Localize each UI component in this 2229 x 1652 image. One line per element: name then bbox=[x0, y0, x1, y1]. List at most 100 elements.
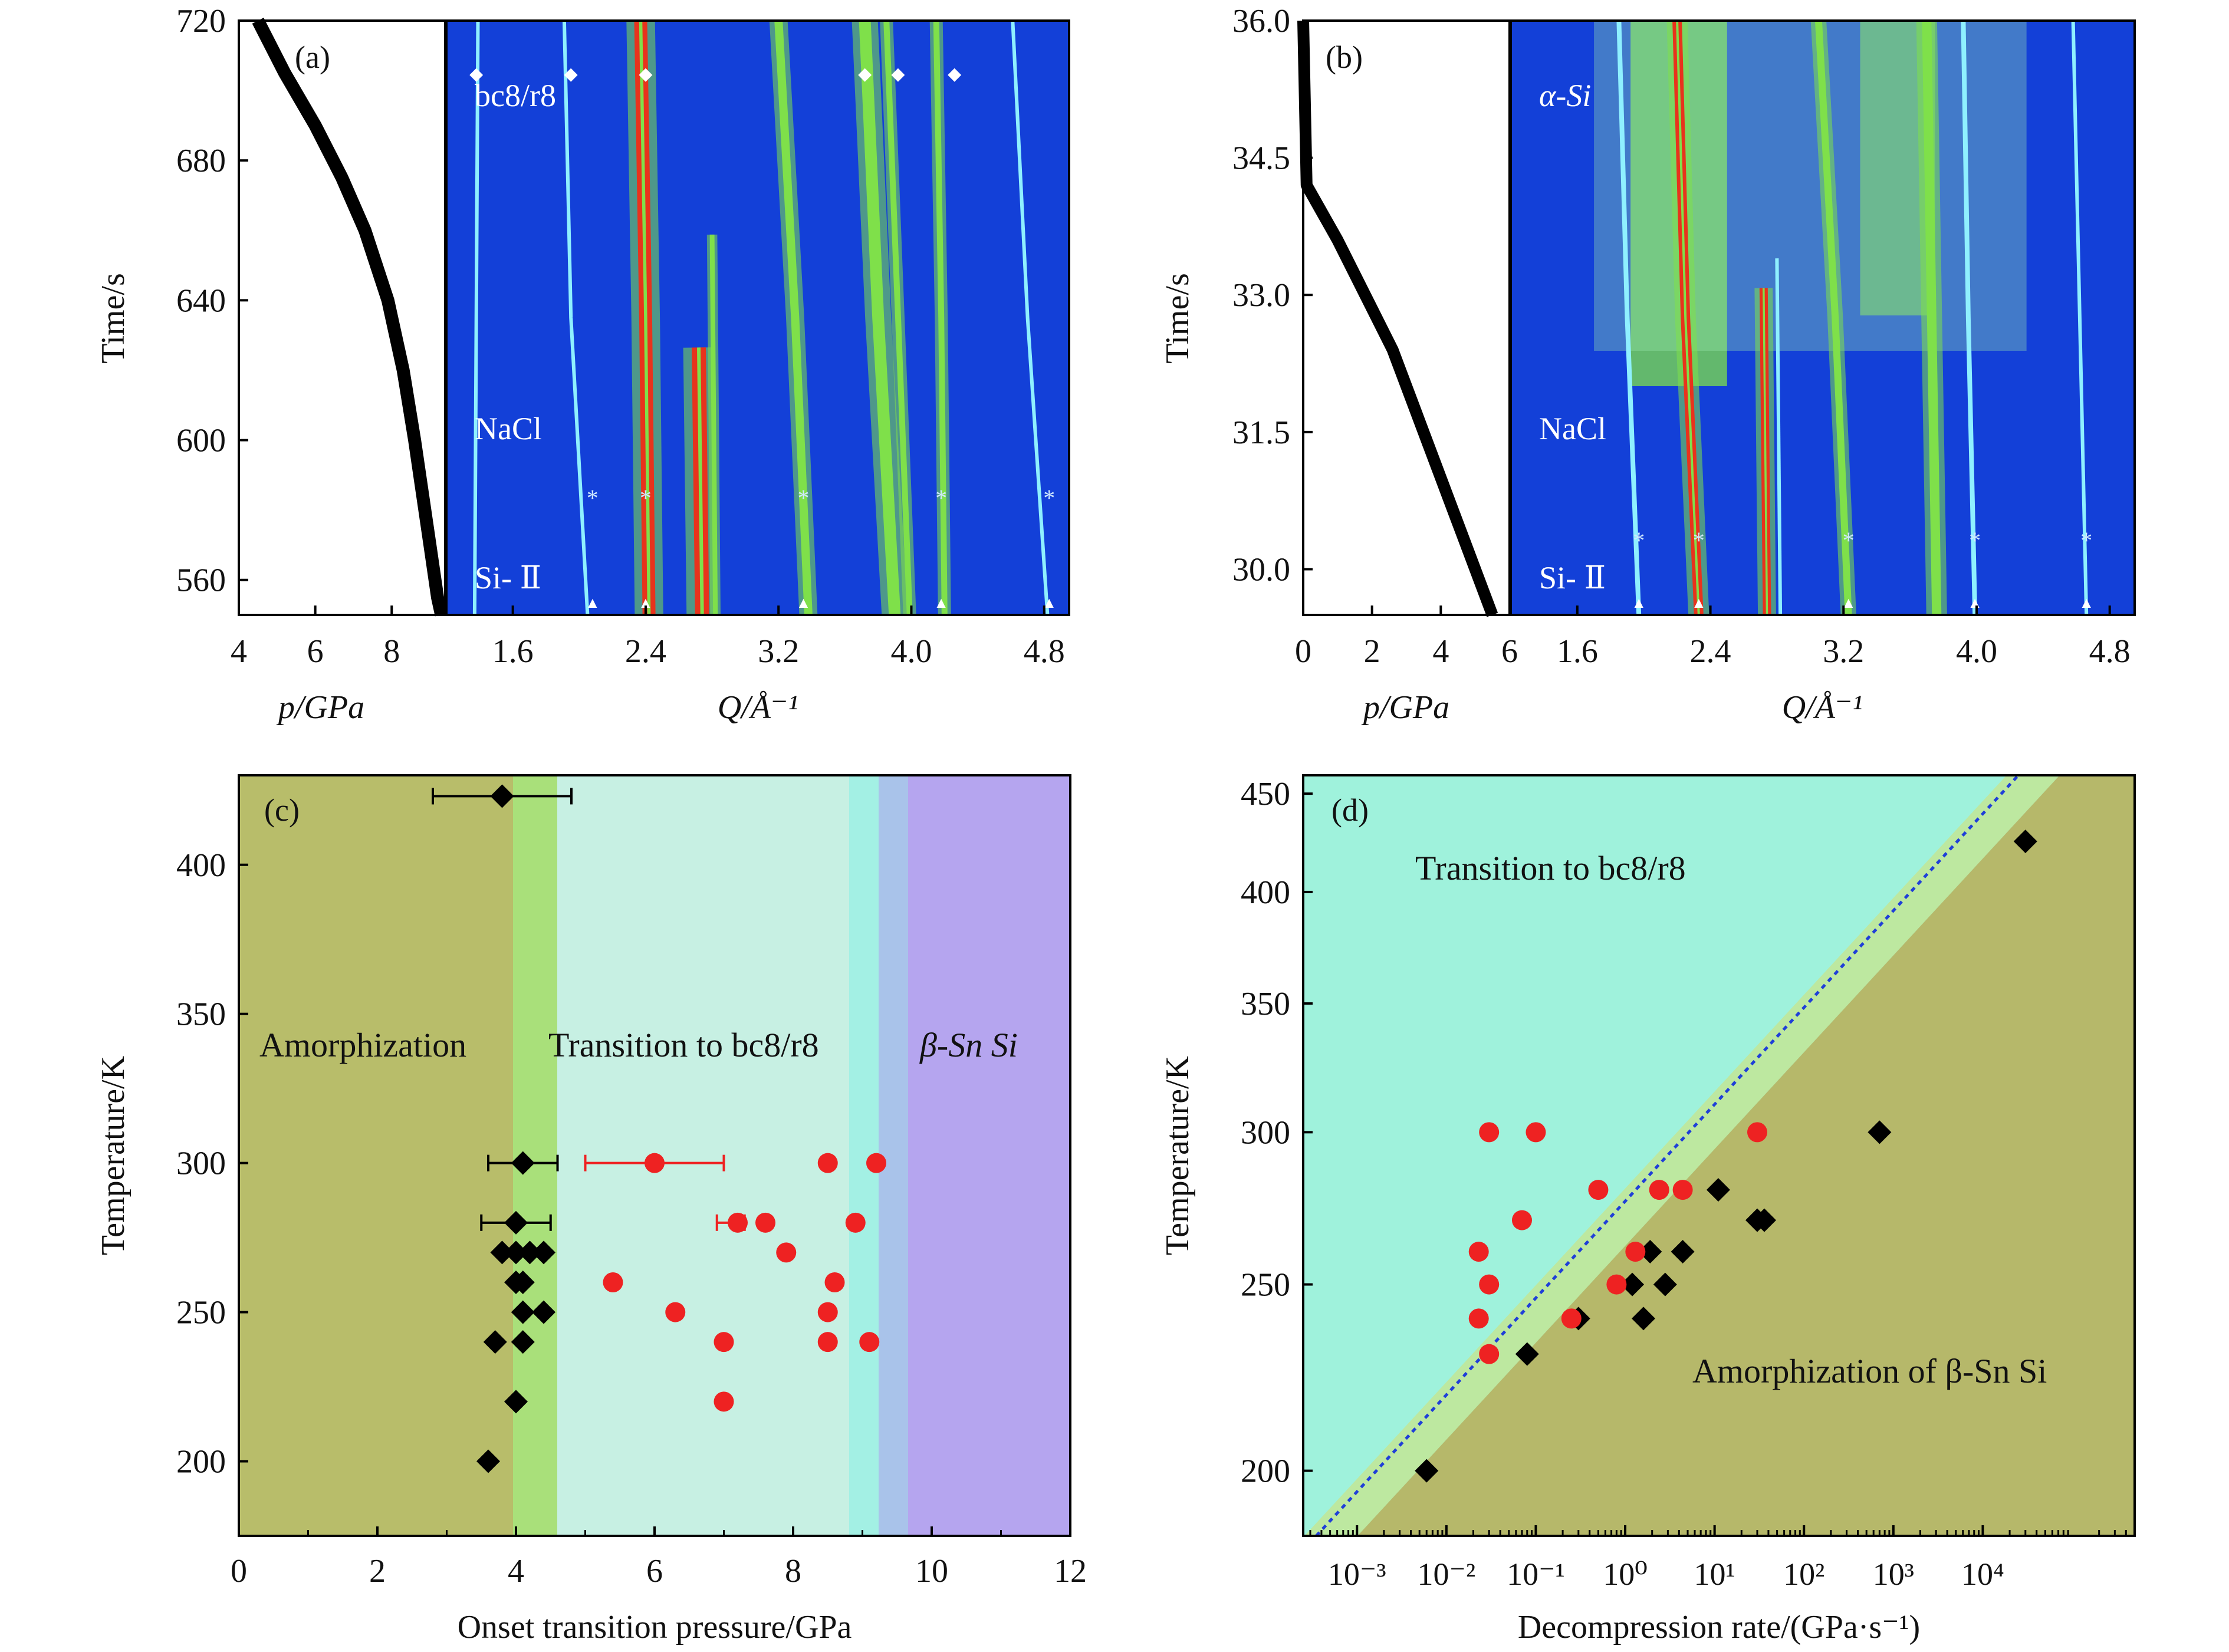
peak-star: * bbox=[1969, 527, 1981, 554]
diamond-point bbox=[1632, 1307, 1656, 1331]
y-tick-label: 600 bbox=[176, 423, 226, 459]
x-tick-label: 2 bbox=[369, 1553, 386, 1590]
circle-point bbox=[817, 1302, 838, 1322]
circle-point bbox=[1588, 1180, 1609, 1200]
circle-point bbox=[866, 1153, 886, 1173]
q-tick-label: 4.0 bbox=[1956, 633, 1997, 670]
panel-d-tag: (d) bbox=[1332, 792, 1369, 828]
panel-c-x-ticks: 0 2 4 6 8 10 12 bbox=[231, 1526, 1087, 1590]
region-bc8 bbox=[557, 775, 870, 1536]
diamond-point bbox=[504, 1210, 528, 1235]
circle-point bbox=[817, 1153, 838, 1173]
circle-point bbox=[1479, 1274, 1500, 1295]
panel-b-tag: (b) bbox=[1326, 40, 1363, 75]
panel-a-q-label: Q/Å⁻¹ bbox=[718, 689, 798, 726]
diffraction-line bbox=[1814, 20, 1852, 616]
diffraction-line bbox=[1775, 258, 1783, 616]
panel-d: Transition to bc8/r8 Amorphization of β-… bbox=[1159, 774, 2136, 1646]
x-tick-label: 0 bbox=[231, 1553, 247, 1590]
diffraction-core bbox=[1676, 20, 1700, 616]
panel-b-q-label: Q/Å⁻¹ bbox=[1782, 689, 1863, 726]
panel-c: Amorphization Transition to bc8/r8 β-Sn … bbox=[95, 774, 1087, 1646]
circle-point bbox=[728, 1212, 748, 1233]
panel-b-y-label: Time/s bbox=[1159, 273, 1196, 364]
circle-point bbox=[1649, 1180, 1669, 1200]
panel-a-p-ticks: 4 6 8 bbox=[231, 605, 400, 670]
circle-point bbox=[845, 1212, 866, 1233]
panel-a: 560 600 640 680 720 4 6 8 p/GPa Time/s (a) * ▲ *… bbox=[95, 3, 1070, 726]
diffraction-line bbox=[1011, 20, 1050, 616]
circle-point bbox=[603, 1272, 623, 1292]
region-amorphization-d bbox=[1357, 775, 2135, 1536]
panel-d-y-label: Temperature/K bbox=[1159, 1056, 1196, 1255]
circle-point bbox=[1606, 1274, 1627, 1295]
peak-diamond: ◆ bbox=[469, 64, 483, 84]
circle-point bbox=[755, 1212, 775, 1233]
y-tick-label: 30.0 bbox=[1232, 551, 1290, 588]
diamond-point bbox=[511, 1151, 535, 1175]
diamond-point bbox=[490, 1240, 514, 1265]
diamond-point bbox=[1415, 1459, 1439, 1483]
peak-star: * bbox=[935, 485, 947, 511]
x-tick-label: 6 bbox=[307, 633, 324, 670]
diamond-point bbox=[518, 1240, 542, 1265]
y-tick-label: 36.0 bbox=[1232, 3, 1290, 40]
diffraction-line bbox=[883, 20, 913, 616]
diamond-point bbox=[1653, 1272, 1677, 1296]
diamond-point bbox=[1671, 1240, 1695, 1264]
circle-point bbox=[776, 1242, 797, 1263]
circle-point bbox=[1672, 1180, 1693, 1200]
circle-point bbox=[824, 1272, 845, 1292]
panel-b-peak-markers: *▲*▲*▲*▲*▲ bbox=[1631, 527, 2094, 611]
circle-point bbox=[714, 1391, 734, 1412]
panel-b-heatmap-frame bbox=[1510, 19, 2136, 616]
panel-c-y-label: Temperature/K bbox=[95, 1056, 131, 1255]
x-tick-label: 10⁰ bbox=[1603, 1556, 1648, 1592]
q-tick-label: 4.0 bbox=[890, 633, 932, 670]
y-tick-label: 450 bbox=[1241, 776, 1290, 812]
panel-a-heatmap-frame bbox=[445, 19, 1070, 616]
panel-a-label-si2: Si- Ⅱ bbox=[475, 560, 541, 595]
peak-diamond: ◆ bbox=[891, 64, 905, 84]
q-tick-label: 3.2 bbox=[758, 633, 799, 670]
panel-a-pressure-curve bbox=[252, 17, 448, 617]
x-tick-label: 2 bbox=[1364, 633, 1380, 670]
diffraction-line bbox=[1922, 20, 1942, 616]
x-tick-label: 10⁻² bbox=[1418, 1556, 1476, 1592]
panel-a-y-ticks: 560 600 640 680 720 bbox=[176, 3, 248, 599]
diffraction-line bbox=[2071, 20, 2089, 616]
peak-star: * bbox=[1693, 527, 1705, 554]
panel-c-y-ticks: 200 250 300 350 400 bbox=[176, 847, 248, 1480]
x-tick-label: 8 bbox=[383, 633, 400, 670]
circle-point bbox=[714, 1332, 734, 1352]
diffraction-line bbox=[859, 20, 901, 616]
annotation-amorphization: Amorphization of β-Sn Si bbox=[1692, 1352, 2047, 1390]
panel-b-pressure-curve bbox=[1297, 20, 1498, 617]
x-tick-label: 10¹ bbox=[1694, 1556, 1735, 1592]
diamond-point bbox=[532, 1300, 555, 1324]
panel-a-p-label: p/GPa bbox=[276, 689, 364, 726]
amorphous-haze bbox=[1594, 21, 2027, 351]
q-tick-label: 4.8 bbox=[1024, 633, 1065, 670]
x-tick-label: 10² bbox=[1783, 1556, 1824, 1592]
y-tick-label: 350 bbox=[176, 996, 226, 1033]
circle-point bbox=[1468, 1308, 1489, 1329]
circle-point bbox=[1526, 1122, 1546, 1143]
x-tick-label: 0 bbox=[1295, 633, 1311, 670]
diamond-point bbox=[1620, 1272, 1645, 1296]
panel-b-p-ticks: 0 2 4 6 bbox=[1295, 605, 1518, 670]
peak-arrow: ▲ bbox=[1631, 594, 1646, 611]
panel-c-points bbox=[476, 784, 886, 1473]
panel-b-pressure-plot: 30.0 31.5 33.0 34.5 36.0 0 2 4 6 p/GPa Time/s (… bbox=[1159, 3, 1518, 726]
circle-point bbox=[859, 1332, 880, 1352]
peak-arrow: ▲ bbox=[933, 594, 949, 611]
q-tick-label: 1.6 bbox=[1557, 633, 1598, 670]
y-tick-label: 200 bbox=[176, 1444, 226, 1480]
diffraction-line bbox=[1616, 20, 1642, 616]
panel-c-tag: (c) bbox=[264, 792, 300, 828]
panel-b-label-nacl: NaCl bbox=[1539, 411, 1606, 446]
panel-a-pressure-plot: 560 600 640 680 720 4 6 8 p/GPa Time/s (a) bbox=[95, 3, 448, 726]
x-tick-label: 10³ bbox=[1873, 1556, 1914, 1592]
peak-star: * bbox=[1043, 485, 1055, 511]
